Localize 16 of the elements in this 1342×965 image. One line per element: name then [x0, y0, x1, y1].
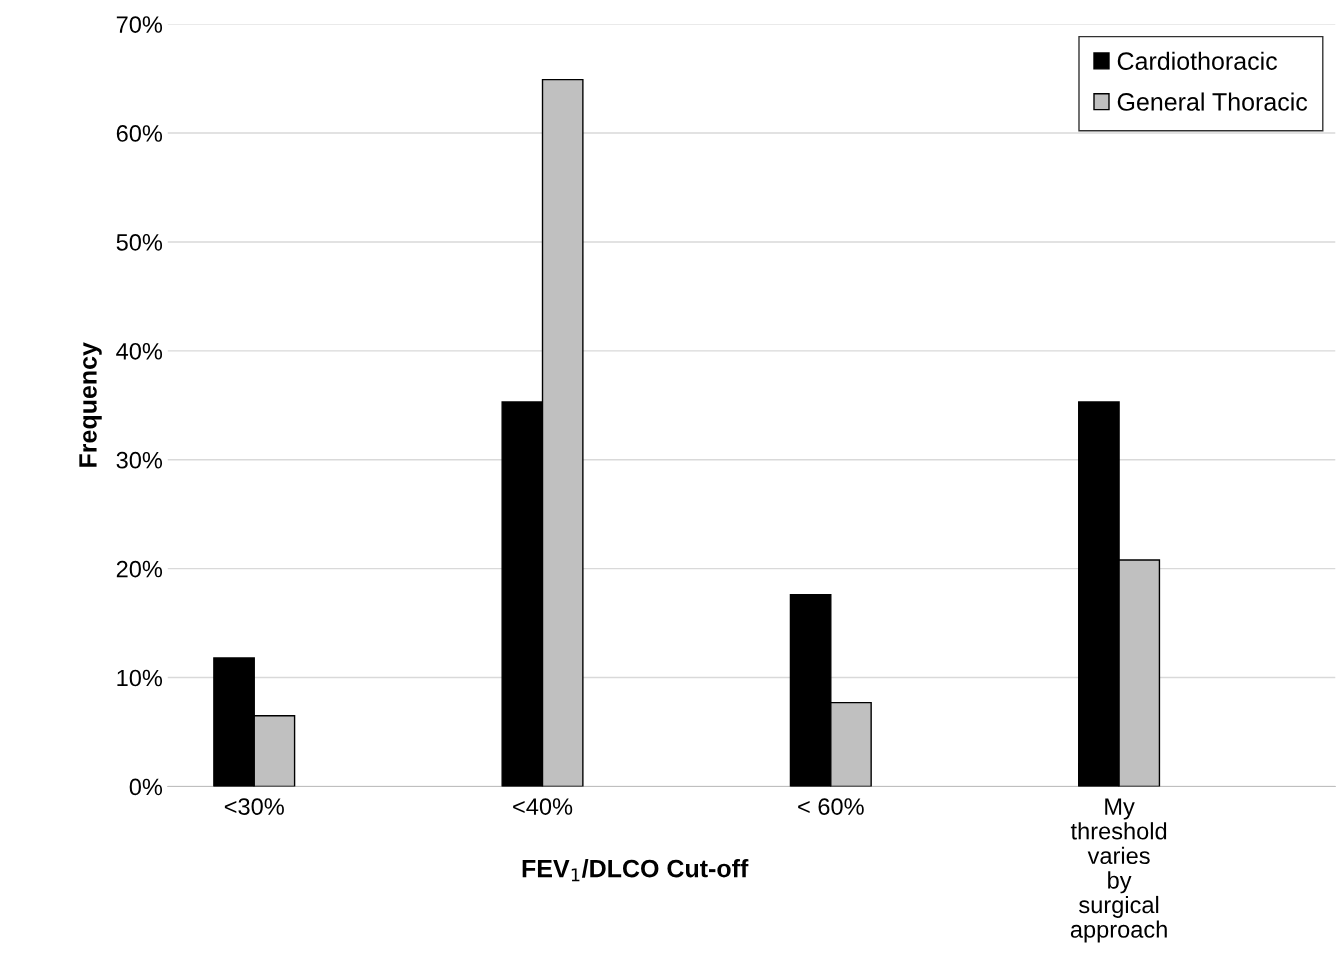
x-tick-label: <40% [513, 798, 573, 815]
x-tick-label: < 60% [798, 798, 864, 815]
y-tick-label: 10% [117, 669, 163, 687]
y-tick-label: 0% [129, 778, 163, 796]
y-axis-title: Frequency [79, 342, 102, 467]
y-tick-label: 20% [116, 560, 163, 578]
x-tick-label: My threshold varies by surgical approach [1070, 798, 1167, 943]
x-tick-label: <30% [224, 798, 284, 815]
x-axis-title: FEV$_{1}$/DLCO Cut-off [522, 859, 749, 882]
legend-label: Cardiothoracic [1117, 51, 1278, 70]
y-tick-label: 50% [116, 234, 163, 251]
y-tick-label: 70% [116, 16, 163, 33]
y-tick-label: 60% [116, 125, 163, 142]
legend-label: General Thoracic [1117, 92, 1308, 111]
y-tick-label: 30% [116, 451, 163, 469]
y-tick-label: 40% [116, 342, 163, 360]
